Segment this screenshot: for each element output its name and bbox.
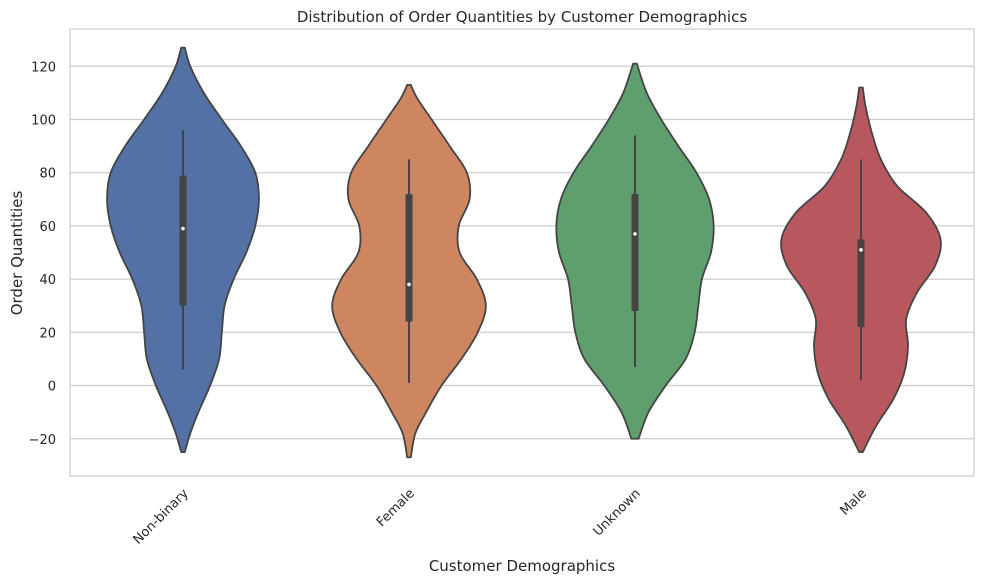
iqr-box <box>405 193 413 322</box>
plot-frame <box>69 28 975 477</box>
y-tick-label: 0 <box>48 380 56 395</box>
y-tick-label: 60 <box>39 220 56 235</box>
x-tick-labels: Non-binary Female Unknown Male <box>131 486 870 548</box>
y-tick-label: 40 <box>39 273 56 288</box>
iqr-box <box>857 239 865 327</box>
median-dot <box>859 248 863 252</box>
y-tick-label: 100 <box>31 113 56 128</box>
median-dot <box>633 232 637 236</box>
y-tick-label: 120 <box>31 60 56 75</box>
violin-female <box>331 83 487 459</box>
x-axis-label: Customer Demographics <box>429 557 616 575</box>
median-dot <box>407 282 411 287</box>
x-tick-label: Female <box>374 486 418 530</box>
y-tick-label: 20 <box>39 326 56 341</box>
y-axis-label: Order Quantities <box>8 191 26 316</box>
chart-title: Distribution of Order Quantities by Cust… <box>297 8 748 26</box>
violins <box>106 46 942 459</box>
x-tick-label: Non-binary <box>131 486 193 548</box>
iqr-box <box>631 193 639 312</box>
y-tick-label: −20 <box>29 433 56 448</box>
violin-male <box>780 86 942 453</box>
x-tick-label: Male <box>837 486 869 518</box>
iqr-box <box>179 175 187 306</box>
y-tick-labels: −20 0 20 40 60 80 100 120 <box>29 60 56 448</box>
x-tick-label: Unknown <box>591 486 644 539</box>
violin-non-binary <box>106 46 260 453</box>
violin-unknown <box>555 62 715 440</box>
median-dot <box>181 226 185 231</box>
y-tick-label: 80 <box>39 167 56 182</box>
